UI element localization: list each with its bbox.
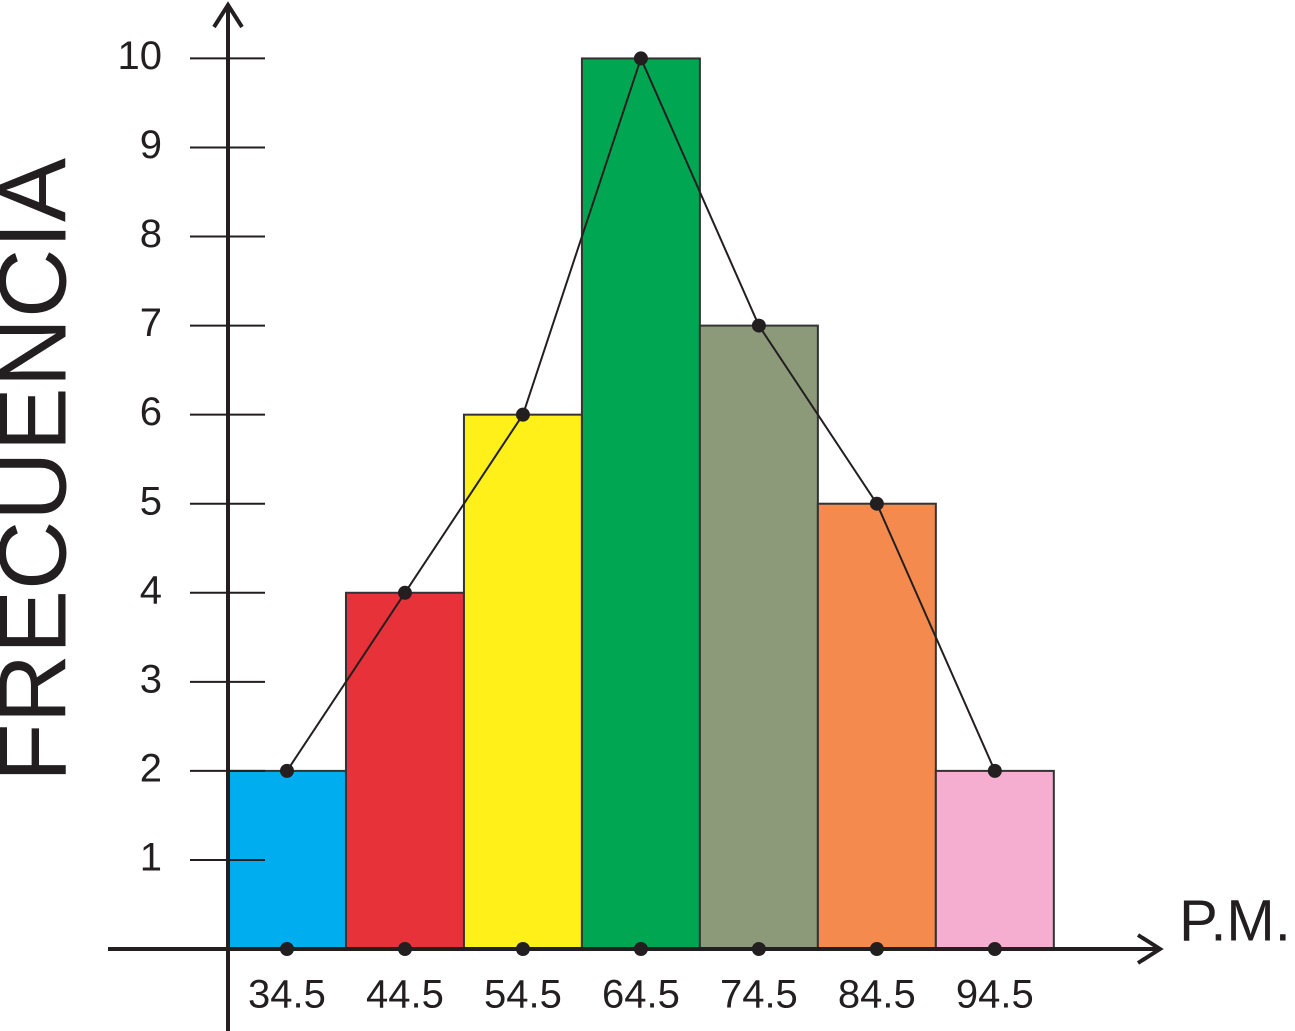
bar [934, 769, 1055, 950]
polygon-point [987, 763, 1002, 778]
x-tick [515, 942, 530, 956]
x-tick-label: 84.5 [838, 973, 916, 1017]
y-tick-label: 9 [140, 123, 162, 167]
x-tick [633, 942, 648, 956]
bar [698, 324, 819, 950]
polygon-point [397, 585, 412, 600]
x-tick-label: 54.5 [484, 973, 562, 1017]
polygon-point [869, 496, 884, 511]
x-tick-label: 94.5 [956, 973, 1034, 1017]
y-axis-label: FRECUENCIA [0, 158, 86, 782]
polygon-point [279, 763, 294, 778]
y-tick-label: 6 [140, 390, 162, 434]
x-tick-label: 34.5 [248, 973, 326, 1017]
x-tick [751, 942, 766, 956]
x-tick [869, 942, 884, 956]
x-tick [987, 942, 1002, 956]
x-axis-arrow [1136, 933, 1164, 965]
y-tick-label: 3 [140, 657, 162, 701]
polygon-point [515, 407, 530, 422]
x-axis-label: P.M. [1179, 888, 1291, 953]
y-tick-label: 10 [118, 34, 163, 78]
y-tick-label: 4 [140, 568, 162, 612]
x-tick-label: 74.5 [720, 973, 798, 1017]
x-tick-label: 44.5 [366, 973, 444, 1017]
bar [580, 57, 701, 951]
y-tick-label: 5 [140, 479, 162, 523]
x-tick [279, 942, 294, 956]
y-tick-label: 7 [140, 301, 162, 345]
y-tick-label: 2 [140, 746, 162, 790]
bar [816, 502, 937, 950]
polygon-point [751, 318, 766, 333]
y-axis-arrow [212, 1, 244, 29]
bar [462, 413, 583, 950]
y-tick-label: 8 [140, 212, 162, 256]
bar [344, 591, 465, 950]
x-tick-label: 64.5 [602, 973, 680, 1017]
polygon-point [633, 51, 648, 66]
y-tick-label: 1 [140, 836, 162, 880]
x-tick [397, 942, 412, 956]
